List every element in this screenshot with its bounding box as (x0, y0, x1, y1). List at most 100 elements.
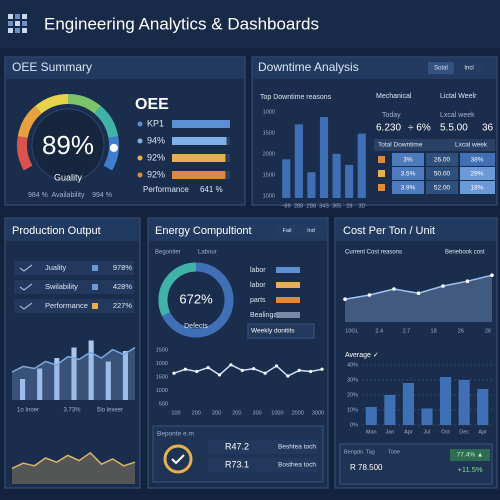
point (195, 369, 199, 374)
x-tick-label: 2000 (292, 410, 304, 416)
header-bar (0, 0, 500, 48)
y-tick-label: 20% (347, 392, 358, 398)
row-icon (19, 283, 33, 291)
row-bg (14, 261, 134, 275)
bar (105, 361, 111, 400)
gauge-foot: 984 % (28, 192, 48, 199)
point (297, 368, 301, 372)
x-tick-label: 34S (319, 203, 329, 209)
footer-row (208, 458, 318, 472)
legend-swatch (276, 282, 300, 288)
point (392, 287, 396, 291)
footer-tab: Tone (388, 449, 400, 455)
y-tick-label: 2000 (263, 151, 275, 157)
row-bg (14, 299, 134, 313)
bar (458, 380, 470, 425)
gauge-segment (17, 105, 42, 139)
today-change: ÷ 6% (408, 123, 431, 134)
bar (54, 358, 60, 400)
point (465, 279, 470, 284)
oee-heading: OEE (135, 96, 169, 113)
table-cell: 38% (470, 157, 483, 164)
bar (88, 340, 94, 400)
point (229, 363, 233, 367)
gauge-segment (17, 136, 33, 171)
row-marker (378, 170, 385, 177)
y-tick-label: 1000 (156, 388, 168, 394)
bar (357, 133, 366, 198)
row-chip (92, 303, 98, 309)
footer-row (208, 440, 318, 454)
point (172, 371, 176, 375)
gauge-segment (35, 94, 69, 114)
today-value: 6.230 (376, 123, 401, 134)
point (263, 371, 267, 375)
footer-title: Beponte e.m (157, 431, 194, 438)
x-tick-label: 3000 (312, 410, 324, 416)
badge-text: 77.4% ▲ (457, 452, 484, 459)
legend-swatch (276, 267, 300, 273)
tab-label: Sotal (434, 66, 448, 72)
tab[interactable] (276, 225, 298, 236)
point (416, 291, 421, 296)
x-tick-label: 200 (212, 410, 221, 416)
y-tick-label: 1500 (263, 172, 275, 178)
tab-label: Incl (464, 66, 473, 72)
legend-label: labor (250, 267, 266, 274)
x-tick-label: Apr (404, 429, 413, 435)
footer-box (339, 443, 493, 485)
kpi-label: 92% (147, 152, 165, 162)
point (206, 366, 210, 370)
gauge-indicator (109, 143, 118, 152)
bar (345, 164, 354, 198)
footer-text: Beshtea toch (278, 444, 316, 451)
weekly-box[interactable] (247, 323, 315, 339)
bar (282, 159, 291, 198)
x-tick-label: 288 (294, 203, 303, 209)
y-tick-label: 10% (347, 407, 358, 413)
bar (421, 408, 433, 425)
row-label: Performance (45, 301, 88, 310)
cell (426, 153, 458, 166)
bar (307, 172, 316, 198)
y-tick-label: 1500 (263, 130, 275, 136)
x-tick-label: Jan (385, 429, 394, 435)
line (173, 363, 323, 377)
weekly-label: Weekly donitits (251, 328, 295, 335)
cell (460, 181, 495, 194)
y-tick-label: 1000 (263, 193, 275, 199)
line (11, 346, 136, 373)
table-cell: 3.9% (401, 185, 416, 192)
bar (122, 351, 128, 400)
chart-foot: 3.73% (63, 408, 81, 414)
row-label: Juality (45, 263, 67, 272)
kpi-dot (137, 172, 143, 178)
cell (392, 167, 424, 180)
downtime-panel (251, 56, 498, 206)
x-tick-label: 365 (332, 203, 341, 209)
y-tick-label: 0% (350, 422, 358, 428)
bar (477, 389, 489, 425)
x-tick-label: 2B8 (306, 203, 316, 209)
column-title: Mechanical (376, 93, 412, 100)
panel-title: Production Output (12, 225, 101, 237)
table-cell: 3% (403, 157, 413, 164)
point (441, 284, 445, 288)
tab[interactable] (456, 62, 482, 74)
donut-caption: Defects (184, 323, 208, 330)
cell (392, 181, 424, 194)
x-tick-label: 10GL (345, 328, 358, 334)
point (367, 293, 372, 297)
x-tick-label: 200 (192, 410, 201, 416)
tab[interactable] (428, 62, 454, 74)
oee-title-bar (6, 58, 244, 79)
change-text: +11.5% (457, 465, 482, 474)
point (274, 364, 279, 368)
tab[interactable] (300, 225, 322, 236)
legend-label: parts (250, 297, 266, 304)
footer-text: Bosthea toch (278, 462, 316, 469)
cost-panel (334, 217, 498, 489)
footer-tab: Bengdo (344, 449, 363, 455)
x-tick-label: 2.4 (375, 328, 383, 334)
cell (460, 153, 495, 166)
